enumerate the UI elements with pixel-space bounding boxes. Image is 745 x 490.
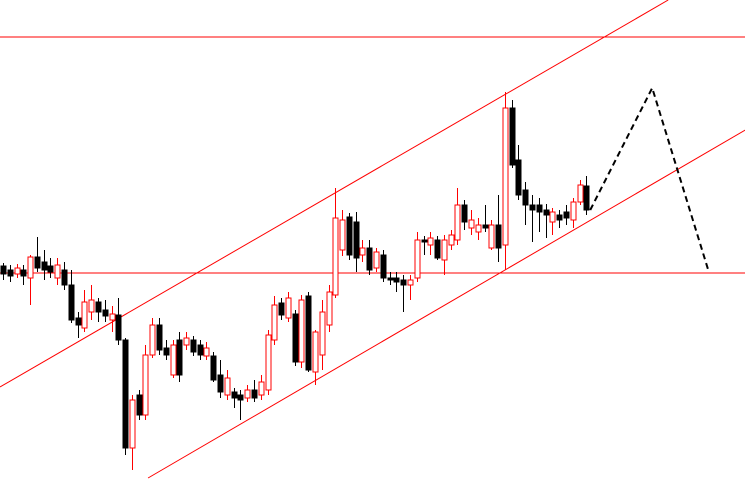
candle-body — [305, 295, 312, 371]
candle-body — [549, 211, 556, 223]
candle-body — [502, 107, 509, 246]
candle-body — [183, 337, 190, 346]
candle-body — [522, 189, 529, 206]
candle-body — [536, 204, 543, 213]
candle-body — [54, 264, 61, 279]
candle-body — [7, 269, 14, 277]
candle-body — [407, 279, 414, 286]
candle-body — [258, 381, 265, 396]
candle-body — [326, 291, 333, 326]
candle-body — [393, 277, 400, 283]
candle-body — [265, 334, 272, 391]
candle-body — [577, 184, 584, 203]
candle-body — [353, 221, 360, 259]
candle-body — [414, 239, 421, 279]
candle-body — [509, 107, 516, 166]
candle-body — [47, 265, 54, 273]
candle-body — [20, 269, 27, 277]
candle-body — [515, 159, 522, 196]
candle-body — [231, 391, 238, 399]
candle-body — [81, 301, 88, 329]
candle-body — [14, 267, 21, 275]
candle-body — [339, 219, 346, 251]
candle-body — [332, 217, 339, 296]
candle-body — [224, 377, 231, 396]
candle-body — [529, 204, 536, 211]
candle-body — [421, 239, 428, 243]
candle-body — [346, 216, 353, 256]
candle-body — [68, 284, 75, 321]
candle-body — [563, 211, 570, 219]
candle-body — [237, 394, 244, 401]
candle-body — [292, 313, 299, 363]
candle-body — [482, 224, 489, 229]
candle-body — [34, 256, 41, 269]
candle-body — [190, 339, 197, 353]
candle-body — [75, 317, 82, 326]
candle-body — [441, 239, 448, 261]
candle-body — [203, 347, 210, 357]
candle-body — [163, 347, 170, 356]
candle-body — [427, 237, 434, 246]
candle-body — [366, 247, 373, 271]
candle-body — [0, 265, 7, 275]
candle-body — [41, 261, 48, 271]
candle-body — [278, 302, 285, 316]
candle-body — [170, 344, 177, 376]
candle-body — [570, 201, 577, 221]
candle-body — [475, 224, 482, 233]
candle-body — [109, 313, 116, 321]
candle-body — [244, 389, 251, 399]
candle-body — [115, 314, 122, 341]
candle-body — [298, 299, 305, 363]
candle-body — [210, 355, 217, 381]
candle-body — [312, 331, 319, 373]
candle-body — [319, 311, 326, 356]
candle-body — [380, 254, 387, 279]
candle-body — [102, 309, 109, 317]
candle-body — [217, 374, 224, 393]
candle-body — [88, 299, 95, 313]
candle-body — [387, 277, 394, 281]
candle-body — [359, 247, 366, 256]
candle-body — [27, 256, 34, 279]
candle-body — [434, 239, 441, 259]
candle-body — [556, 214, 563, 221]
candle-body — [285, 297, 292, 319]
candle-body — [156, 324, 163, 351]
candle-body — [461, 204, 468, 223]
candle-body — [495, 224, 502, 249]
trend-line — [0, 0, 669, 388]
candle-body — [448, 234, 455, 246]
candle-body — [454, 204, 461, 241]
candle-body — [95, 301, 102, 313]
candle-body — [136, 394, 143, 416]
candle-body — [488, 224, 495, 249]
candle-body — [149, 324, 156, 356]
candle-body — [61, 269, 68, 286]
candle-body — [122, 339, 129, 449]
trend-line — [147, 129, 745, 479]
candle-body — [142, 354, 149, 416]
candle-body — [583, 185, 590, 211]
candle-body — [468, 219, 475, 229]
candle-body — [176, 339, 183, 376]
projection-path — [589, 85, 710, 271]
candle-body — [271, 304, 278, 341]
candle-body — [251, 389, 258, 399]
candle-body — [197, 344, 204, 356]
candle-body — [543, 209, 550, 216]
candle-body — [400, 279, 407, 286]
candle-body — [373, 251, 380, 269]
candle-body — [129, 399, 136, 449]
